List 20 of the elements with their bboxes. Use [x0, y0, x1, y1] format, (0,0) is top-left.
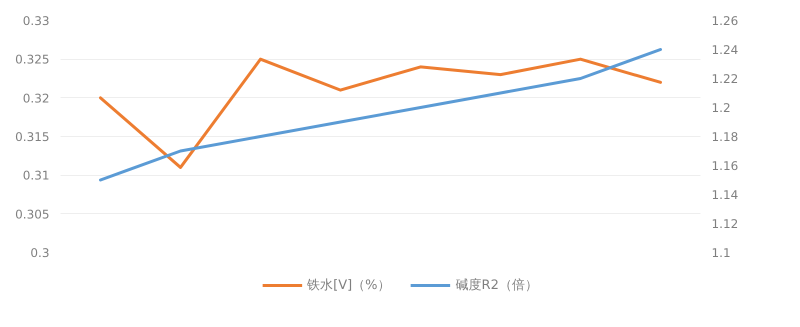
legend-label: 碱度R2（倍） [456, 277, 538, 294]
y-tick-label: 0.325 [15, 52, 50, 67]
line-series [99, 58, 662, 169]
line-series [99, 48, 662, 182]
y-tick-label: 0.3 [30, 246, 50, 260]
y-tick-label: 0.32 [22, 91, 50, 106]
legend-label: 铁水[V]（%） [307, 277, 391, 294]
y-tick-label: 0.315 [15, 130, 50, 144]
y2-tick-label: 1.16 [712, 159, 738, 173]
y2-tick-label: 1.2 [712, 101, 731, 115]
y-tick-label: 0.31 [22, 168, 50, 183]
y-tick-label: 0.305 [15, 207, 50, 222]
y-tick-label: 0.33 [22, 14, 50, 28]
y2-tick-label: 1.26 [712, 14, 738, 28]
y2-tick-label: 1.1 [712, 246, 731, 260]
y2-tick-label: 1.22 [712, 72, 738, 86]
y2-tick-label: 1.12 [712, 217, 738, 231]
y2-tick-label: 1.14 [712, 188, 738, 202]
y2-tick-label: 1.18 [712, 130, 738, 144]
y2-tick-label: 1.24 [712, 43, 738, 57]
